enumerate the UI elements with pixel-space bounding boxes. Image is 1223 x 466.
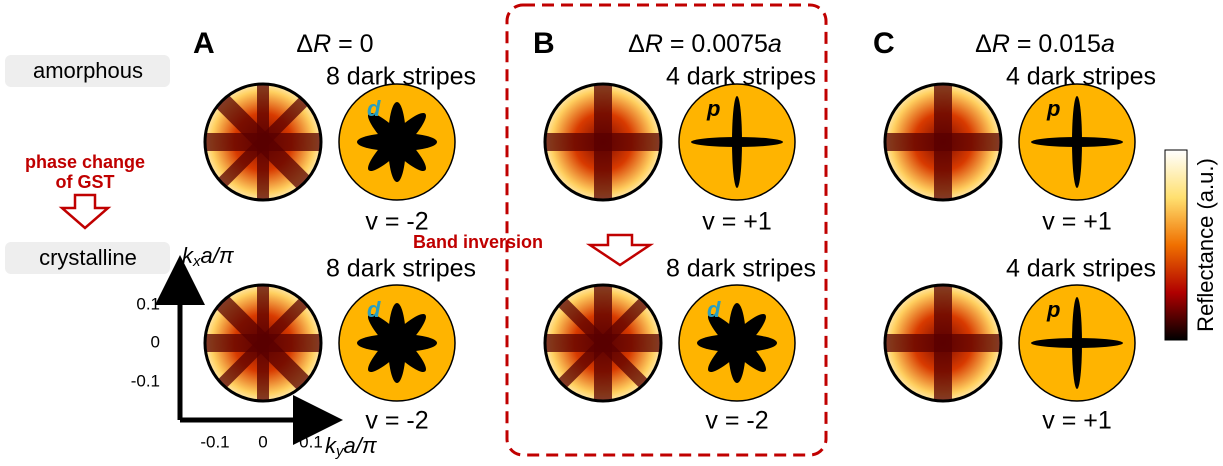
orbital-lobe [1072,96,1082,188]
delta-r-part: = 0.0075 [663,30,768,58]
row-label: amorphous [33,58,143,83]
transition-label: phase change [25,152,145,172]
colorbar [1165,150,1187,340]
delta-r-part: Δ [975,30,992,58]
orbital-label: d [367,297,381,322]
panel-letter: C [873,27,895,60]
axis-label-part: a/π [201,243,235,268]
stripe-count: 8 dark stripes [666,255,816,283]
x-tick-label: 0 [258,432,267,451]
arrow [590,235,650,265]
x-tick-label: -0.1 [200,432,229,451]
arrow [62,195,108,228]
y-tick-label: 0.1 [136,294,160,313]
delta-r-part: Δ [628,30,645,58]
delta-r-part: a [768,30,782,58]
delta-r-part: Δ [296,30,313,58]
orbital-lobe [1072,297,1082,389]
orbital-lobe [732,96,742,188]
orbital-label: d [367,96,381,121]
delta-r-part: R [992,30,1010,58]
stripe-count: 8 dark stripes [326,255,476,283]
transition-label: of GST [56,172,115,192]
dark-stripe [934,82,952,202]
band-inversion-label: Band inversion [413,232,543,252]
row-label: crystalline [39,245,137,270]
delta-r-part: = 0.015 [1010,30,1101,58]
delta-r-part: R [313,30,331,58]
winding-number: v = +1 [702,208,772,236]
axis-label-part: a/π [344,433,378,458]
delta-r-part: = 0 [331,30,373,58]
delta-r: ΔR = 0 [296,30,373,58]
dark-stripe [594,82,612,202]
colorbar-label: Reflectance (a.u.) [1193,158,1218,332]
figure: amorphous crystalline phase change of GS… [0,0,1223,466]
stripe-count: 4 dark stripes [1006,255,1156,283]
orbital-label: p [1046,297,1060,322]
winding-number: v = -2 [705,407,768,435]
delta-r: ΔR = 0.015a [975,30,1115,58]
x-tick-label: 0.1 [299,432,323,451]
delta-r-part: R [645,30,663,58]
axis-label: kya/π [325,433,378,460]
delta-r: ΔR = 0.0075a [628,30,782,58]
winding-number: v = -2 [365,208,428,236]
delta-r-part: a [1101,30,1115,58]
axis-label: kxa/π [182,243,235,270]
y-tick-label: 0 [151,332,160,351]
winding-number: v = +1 [1042,407,1112,435]
panel-letter: B [533,27,555,60]
winding-number: v = -2 [365,407,428,435]
dark-stripe [883,334,1003,352]
orbital-label: p [1046,96,1060,121]
panel-letter: A [193,27,215,60]
orbital-label: p [706,96,720,121]
winding-number: v = +1 [1042,208,1112,236]
orbital-label: d [707,297,721,322]
y-tick-label: -0.1 [131,371,160,390]
